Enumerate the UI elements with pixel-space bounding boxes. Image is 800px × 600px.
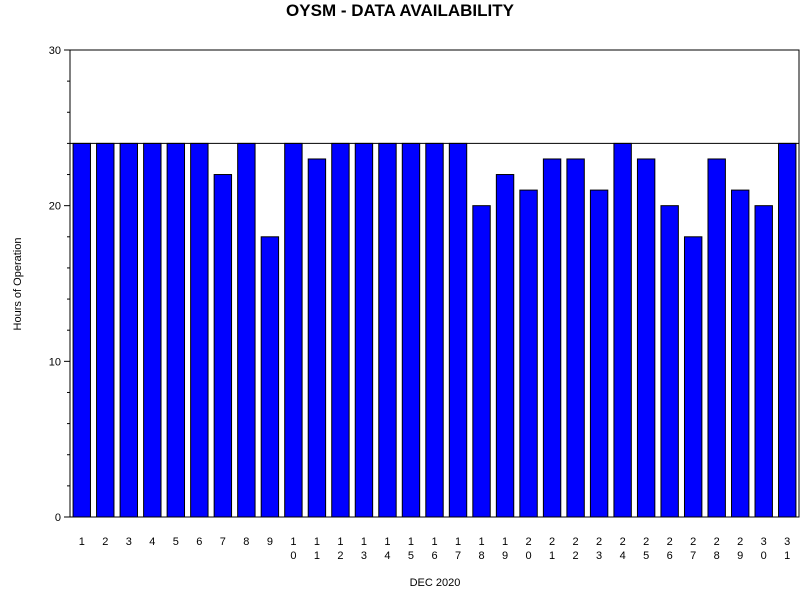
bar-29 xyxy=(731,189,750,518)
y-tick-label-20: 20 xyxy=(49,201,61,213)
bar-8 xyxy=(237,142,256,518)
bar-21 xyxy=(542,158,562,518)
bar-9 xyxy=(260,236,280,518)
y-axis-label: Hours of Operation xyxy=(12,238,24,331)
bar-28 xyxy=(707,158,726,518)
x-tick-label-4: 4 xyxy=(149,536,155,548)
y-tick-label-30: 30 xyxy=(49,45,61,57)
y-tick-label-0: 0 xyxy=(55,512,61,524)
bar-12 xyxy=(331,142,350,518)
chart-title: OYSM - DATA AVAILABILITY xyxy=(286,1,514,20)
bar-6 xyxy=(190,142,209,518)
bar-5 xyxy=(166,142,186,518)
bar-3 xyxy=(119,142,138,518)
bar-15 xyxy=(401,142,421,518)
x-tick-label-1: 1 xyxy=(79,536,85,548)
bar-27 xyxy=(683,236,703,518)
bar-24 xyxy=(613,142,632,518)
x-tick-label-6: 6 xyxy=(196,536,202,548)
bar-23 xyxy=(589,189,609,518)
bar-30 xyxy=(754,205,773,518)
bar-10 xyxy=(284,142,303,518)
x-tick-label-3: 3 xyxy=(126,536,132,548)
bar-13 xyxy=(354,142,374,518)
bar-22 xyxy=(566,158,585,518)
x-tick-label-7: 7 xyxy=(220,536,226,548)
bar-7 xyxy=(213,174,233,518)
y-tick-label-10: 10 xyxy=(49,356,61,368)
bar-14 xyxy=(378,142,397,518)
bar-18 xyxy=(472,205,491,518)
bar-25 xyxy=(636,158,656,518)
x-tick-label-8: 8 xyxy=(243,536,249,548)
bar-20 xyxy=(519,189,538,518)
x-tick-label-5: 5 xyxy=(173,536,179,548)
x-tick-label-2: 2 xyxy=(102,536,108,548)
bar-26 xyxy=(660,205,679,518)
bar-19 xyxy=(495,174,515,518)
x-tick-label-9: 9 xyxy=(267,536,273,548)
bar-16 xyxy=(425,142,444,518)
bar-31 xyxy=(778,142,797,518)
bar-1 xyxy=(72,142,91,518)
bar-17 xyxy=(448,142,468,518)
bar-11 xyxy=(307,158,327,518)
bar-4 xyxy=(143,142,162,518)
x-axis-label: DEC 2020 xyxy=(410,577,461,589)
bar-2 xyxy=(96,142,115,518)
